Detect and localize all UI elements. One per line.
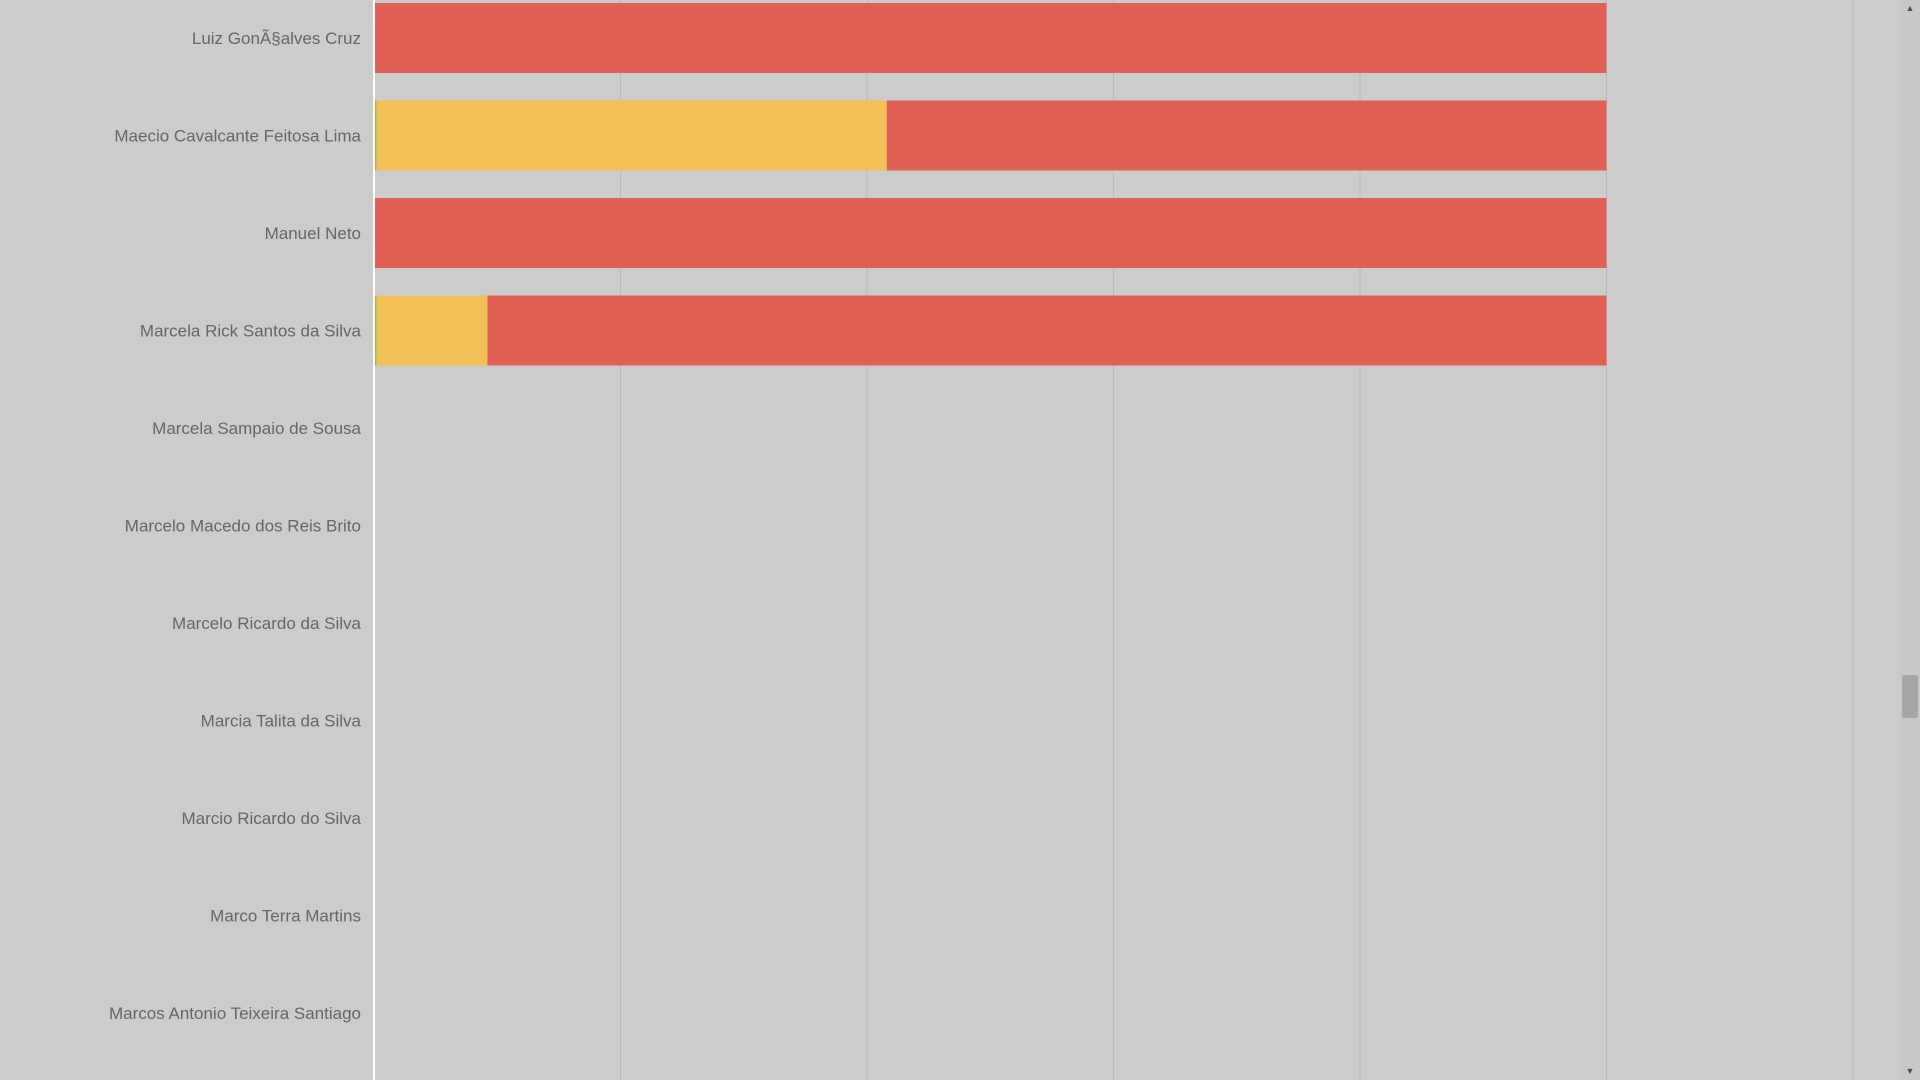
bar-segment-1-1[interactable] bbox=[376, 100, 887, 171]
category-label-7: Marcia Talita da Silva bbox=[201, 712, 362, 731]
vertical-scrollbar[interactable]: ▲ ▼ bbox=[1900, 0, 1920, 1080]
bar-segment-1-0[interactable] bbox=[374, 100, 377, 171]
bar-segment-3-2[interactable] bbox=[487, 295, 1607, 366]
bars bbox=[374, 3, 1607, 366]
bar-segment-3-0[interactable] bbox=[374, 295, 377, 366]
scroll-thumb[interactable] bbox=[1902, 675, 1918, 718]
category-label-9: Marco Terra Martins bbox=[210, 907, 361, 926]
bar-segment-0-2[interactable] bbox=[374, 3, 1607, 73]
category-label-3: Marcela Rick Santos da Silva bbox=[140, 322, 362, 341]
category-label-8: Marcio Ricardo do Silva bbox=[181, 809, 361, 828]
category-labels: Luiz GonÃ§alves Cruz Maecio Cavalcante Fe… bbox=[109, 29, 362, 1023]
category-label-0: Luiz GonÃ§alves Cruz bbox=[192, 29, 361, 48]
bar-segment-3-1[interactable] bbox=[376, 295, 488, 366]
grid-lines bbox=[620, 0, 1854, 1080]
scroll-down-arrow-icon[interactable]: ▼ bbox=[1905, 1066, 1915, 1076]
category-label-4: Marcela Sampaio de Sousa bbox=[152, 419, 361, 438]
category-label-10: Marcos Antonio Teixeira Santiago bbox=[109, 1004, 361, 1023]
category-label-2: Manuel Neto bbox=[265, 224, 361, 243]
bar-segment-1-2[interactable] bbox=[886, 100, 1607, 171]
category-label-5: Marcelo Macedo dos Reis Brito bbox=[125, 517, 361, 536]
category-label-6: Marcelo Ricardo da Silva bbox=[172, 614, 362, 633]
scroll-up-arrow-icon[interactable]: ▲ bbox=[1905, 3, 1915, 13]
category-label-1: Maecio Cavalcante Feitosa Lima bbox=[114, 127, 361, 146]
bar-segment-2-2[interactable] bbox=[374, 198, 1607, 268]
